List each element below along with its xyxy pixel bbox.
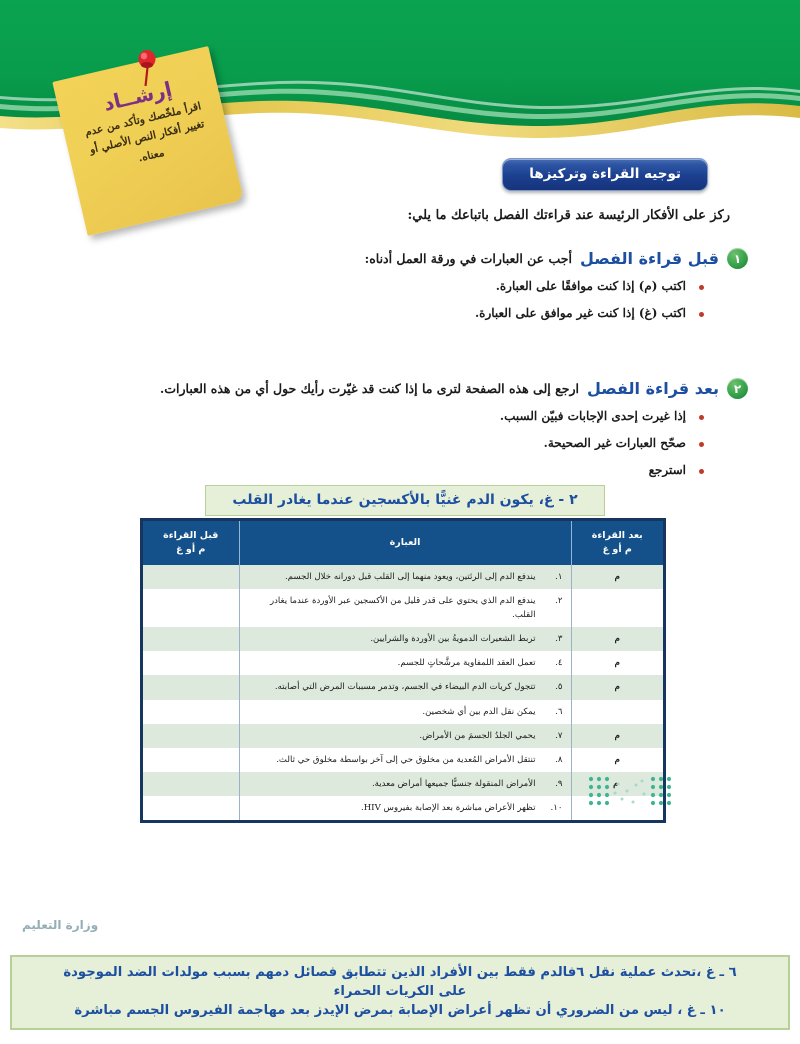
tip-sticky-note: إرشــاد اقرأ ملخّصك وتأكد من عدم تغيير أ… xyxy=(52,46,244,236)
table-row: م ٥. تتجول كريات الدم البيضاء في الجسم، … xyxy=(143,675,663,700)
cell-statement: ٩. الأمراض المنقولة جنسيًّا جميعها أمراض… xyxy=(238,772,572,797)
cell-after-reading[interactable] xyxy=(570,699,663,724)
cell-statement: ٨. تنتقل الأمراض المُعدية من مخلوق حي إل… xyxy=(238,747,572,773)
step-1-bullet-list: اكتب (م) إذا كنت موافقًا على العبارة. اك… xyxy=(148,279,708,320)
row-number: ٦. xyxy=(555,706,563,717)
table-row: ٦. يمكن نقل الدم بين أي شخصين. xyxy=(143,699,663,724)
cell-before-reading[interactable] xyxy=(143,723,240,748)
table-row: م ١. يندفع الدم إلى الرئتين، ويعود منهما… xyxy=(143,564,663,589)
cell-before-reading[interactable] xyxy=(143,588,240,628)
step-2-bullet-list: إذا غيرت إحدى الإجابات فبيّن السبب. صحّح… xyxy=(148,409,708,477)
cell-statement: ٥. تتجول كريات الدم البيضاء في الجسم، وت… xyxy=(238,675,572,700)
step-after-reading: ٢ بعد قراءة الفصل ارجع إلى هذه الصفحة لت… xyxy=(148,378,748,490)
row-statement-text: الأمراض المنقولة جنسيًّا جميعها أمراض مع… xyxy=(371,779,536,790)
cell-before-reading[interactable] xyxy=(143,796,240,821)
cell-before-reading[interactable] xyxy=(143,699,240,724)
cell-before-reading[interactable] xyxy=(143,772,240,797)
cell-statement: ١. يندفع الدم إلى الرئتين، ويعود منهما إ… xyxy=(238,564,572,589)
cell-statement: ٣. تربط الشعيرات الدمويةُ بين الأوردة وا… xyxy=(238,627,572,652)
cell-after-reading[interactable]: م xyxy=(570,564,663,589)
answer-callout-top: ٢ - غ، يكون الدم غنيًّا بالأكسجين عندما … xyxy=(205,485,605,516)
row-statement-text: تعمل العقد اللمفاوية مرشَّحاتٍ للجسم. xyxy=(397,658,536,669)
step-2-heading: بعد قراءة الفصل xyxy=(586,379,719,398)
row-number: ٤. xyxy=(555,658,563,669)
agree-disagree-table: بعد القراءة م أو غ العبارة قبل القراءة م… xyxy=(140,518,672,824)
step-before-reading: ١ قبل قراءة الفصل أجب عن العبارات في ورق… xyxy=(148,248,748,333)
cell-before-reading[interactable] xyxy=(143,651,240,676)
row-statement-text: تظهر الأعراض مباشرة بعد الإصابة بفيروس H… xyxy=(360,803,536,814)
cell-before-reading[interactable] xyxy=(143,627,240,652)
row-statement-text: تنتقل الأمراض المُعدية من مخلوق حي إلى آ… xyxy=(276,754,536,765)
cell-after-reading[interactable]: م xyxy=(570,723,663,748)
cell-statement: ٤. تعمل العقد اللمفاوية مرشَّحاتٍ للجسم. xyxy=(238,651,572,676)
cell-statement: ٢. يندفع الدم الذي يحتوي على قدر قليل من… xyxy=(238,588,572,628)
answer-line-3: ١٠ ـ غ ، ليس من الضروري أن تظهر أعراض ال… xyxy=(74,1003,726,1019)
cell-statement: ٧. يحمي الجلدُ الجسمَ من الأمراض. xyxy=(238,723,572,748)
cell-before-reading[interactable] xyxy=(143,675,240,700)
cell-after-value: م xyxy=(613,779,619,790)
step-2-description: ارجع إلى هذه الصفحة لترى ما إذا كنت قد غ… xyxy=(159,381,579,396)
row-number: ١. xyxy=(555,571,563,582)
push-pin-icon xyxy=(138,50,156,87)
section-title-badge: توجيه القراءة وتركيزها xyxy=(502,158,708,191)
intro-paragraph: ركز على الأفكار الرئيسة عند قراءتك الفصل… xyxy=(407,208,730,223)
cell-after-reading[interactable]: م xyxy=(570,747,663,773)
table-row: م ٨. تنتقل الأمراض المُعدية من مخلوق حي … xyxy=(143,747,663,773)
row-statement-text: تتجول كريات الدم البيضاء في الجسم، وتدمر… xyxy=(274,682,536,693)
table-row: م ٧. يحمي الجلدُ الجسمَ من الأمراض. xyxy=(143,723,663,748)
cell-statement: ١٠. تظهر الأعراض مباشرة بعد الإصابة بفير… xyxy=(238,796,572,821)
step-number-badge-2: ٢ xyxy=(727,378,748,399)
cell-after-reading[interactable]: م xyxy=(570,651,663,676)
row-statement-text: يحمي الجلدُ الجسمَ من الأمراض. xyxy=(419,730,536,741)
list-item: اكتب (غ) إذا كنت غير موافق على العبارة. xyxy=(148,306,708,320)
row-number: ٢. xyxy=(555,595,563,606)
cell-before-reading[interactable] xyxy=(143,564,240,589)
row-number: ١٠. xyxy=(550,803,563,814)
row-number: ٨. xyxy=(555,754,563,765)
table-row: ٢. يندفع الدم الذي يحتوي على قدر قليل من… xyxy=(143,588,663,628)
row-statement-text: يندفع الدم إلى الرئتين، ويعود منهما إلى … xyxy=(285,571,536,582)
row-number: ٣. xyxy=(555,634,563,645)
cell-before-reading[interactable] xyxy=(143,747,240,773)
cell-after-reading[interactable] xyxy=(570,796,663,821)
list-item: استرجع xyxy=(148,463,708,477)
column-header-before: قبل القراءة م أو غ xyxy=(143,521,240,565)
cell-after-reading[interactable]: م xyxy=(570,772,672,806)
answer-line-1: ٦ ـ غ ،تحدث عملية نقل ٦فالدم فقط بين الأ… xyxy=(63,965,737,980)
table-body: م ١. يندفع الدم إلى الرئتين، ويعود منهما… xyxy=(143,564,672,821)
row-statement-text: تربط الشعيرات الدمويةُ بين الأوردة والشر… xyxy=(370,634,536,645)
step-1-heading: قبل قراءة الفصل xyxy=(579,249,719,268)
row-statement-text: يمكن نقل الدم بين أي شخصين. xyxy=(422,706,536,717)
answer-callout-top-text: ٢ - غ، يكون الدم غنيًّا بالأكسجين عندما … xyxy=(232,492,578,508)
table-header-row: بعد القراءة م أو غ العبارة قبل القراءة م… xyxy=(143,521,663,565)
list-item: اكتب (م) إذا كنت موافقًا على العبارة. xyxy=(148,279,708,293)
ministry-watermark: وزارة التعليم xyxy=(22,918,99,932)
table-row: م ٣. تربط الشعيرات الدمويةُ بين الأوردة … xyxy=(143,627,663,652)
column-header-statement: العبارة xyxy=(238,521,572,565)
list-item: إذا غيرت إحدى الإجابات فبيّن السبب. xyxy=(148,409,708,423)
row-number: ٧. xyxy=(555,730,563,741)
row-number: ٩. xyxy=(555,779,563,790)
list-item: صحّح العبارات غير الصحيحة. xyxy=(148,436,708,450)
table-row: ١٠. تظهر الأعراض مباشرة بعد الإصابة بفير… xyxy=(143,796,663,821)
answer-line-2: على الكريات الحمراء xyxy=(333,984,467,1000)
answer-callout-bottom: ٦ ـ غ ،تحدث عملية نقل ٦فالدم فقط بين الأ… xyxy=(10,955,790,1031)
cell-after-reading[interactable] xyxy=(570,588,663,628)
step-number-badge-1: ١ xyxy=(727,248,748,269)
table-row: م ٩. الأمراض المنقولة جنسيًّا جميعها أمر… xyxy=(143,772,672,806)
cell-after-reading[interactable]: م xyxy=(570,627,663,652)
cell-after-reading[interactable]: م xyxy=(570,675,663,700)
row-number: ٥. xyxy=(555,682,563,693)
step-1-description: أجب عن العبارات في ورقة العمل أدناه: xyxy=(364,251,572,266)
cell-statement: ٦. يمكن نقل الدم بين أي شخصين. xyxy=(238,699,572,724)
column-header-after: بعد القراءة م أو غ xyxy=(570,521,663,565)
row-statement-text: يندفع الدم الذي يحتوي على قدر قليل من ال… xyxy=(269,595,536,620)
table-row: م ٤. تعمل العقد اللمفاوية مرشَّحاتٍ للجس… xyxy=(143,651,663,676)
